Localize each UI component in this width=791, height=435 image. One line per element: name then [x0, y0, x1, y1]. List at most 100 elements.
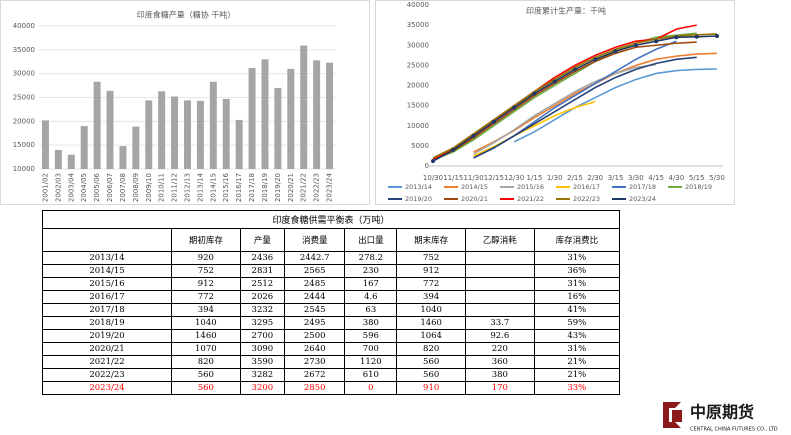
table-cell: 2495 [284, 316, 346, 330]
x-tick-label: 2005/06 [93, 172, 101, 202]
table-cell: 41% [533, 303, 621, 317]
x-tick-label: 2021/22 [300, 173, 308, 202]
production-chart: 印度食糖产量（糖协 千吨） 10000 15000 20000 25000 30000 35… [0, 0, 370, 205]
table-cell: 360 [464, 355, 535, 369]
table-cell: 752 [396, 251, 466, 265]
table-row: 2021/22 820 3590 2730 1120 560 360 21% [42, 355, 621, 369]
table-cell: 0 [344, 381, 398, 395]
table-cell: 920 [171, 251, 241, 265]
table-cell: 2016/17 [42, 290, 172, 304]
table-cell: 2512 [239, 277, 286, 291]
bar [80, 126, 88, 169]
y-tick-label: 10000 [13, 165, 35, 173]
y-tick-label: 5000 [411, 142, 429, 150]
table-cell: 772 [171, 290, 241, 304]
table-cell: 43% [533, 329, 621, 343]
table-cell: 2565 [284, 264, 346, 278]
series-line [473, 56, 697, 159]
x-tick-label: 2016/17 [235, 173, 243, 202]
table-cell: 36% [533, 264, 621, 278]
series-line [432, 33, 718, 159]
table-cell: 2015/16 [42, 277, 172, 291]
y-tick-label: 40000 [13, 22, 35, 30]
y-tick-label: 20000 [13, 117, 35, 125]
y-tick-label: 40000 [407, 1, 429, 9]
bar [93, 81, 101, 169]
table-cell: 2026 [239, 290, 286, 304]
point [451, 147, 456, 152]
table-cell: 31% [533, 342, 621, 356]
table-cell: 2485 [284, 277, 346, 291]
table-cell: 820 [396, 342, 466, 356]
table-cell: 394 [396, 290, 466, 304]
corner [42, 228, 172, 252]
column-header: 出口量 [344, 228, 398, 252]
bar [184, 100, 191, 169]
y-tick-label: 30000 [13, 70, 35, 78]
legend-label: 2015/16 [517, 183, 544, 191]
x-tick-label: 2006/07 [106, 173, 114, 202]
column-header: 乙醇消耗 [464, 228, 535, 252]
table-cell [464, 277, 535, 291]
series-line [473, 63, 657, 155]
y-tick-label: 10000 [407, 122, 429, 130]
table-cell: 560 [171, 368, 241, 382]
bar [326, 62, 334, 169]
table-cell: 2442.7 [284, 251, 346, 265]
table-cell: 380 [464, 368, 535, 382]
point [654, 39, 659, 44]
x-tick-label: 4/15 [648, 174, 664, 182]
bar [41, 120, 49, 169]
point [715, 33, 719, 38]
x-tick-label: 2001/02 [41, 173, 49, 202]
table-cell: 2020/21 [42, 342, 172, 356]
x-tick-label: 10/30 [423, 174, 443, 182]
bar [248, 67, 256, 169]
chart-title: 印度食糖产量（糖协 千吨） [137, 10, 236, 20]
y-tick-label: 35000 [407, 21, 429, 29]
legend-label: 2013/14 [405, 183, 432, 191]
table-cell: 2831 [239, 264, 286, 278]
table-cell: 2023/24 [42, 381, 172, 395]
point [512, 105, 517, 110]
table-cell: 21% [533, 368, 621, 382]
table-cell: 394 [171, 303, 241, 317]
x-tick-label: 12/15 [484, 174, 504, 182]
point [491, 119, 496, 124]
y-tick-label: 20000 [407, 82, 429, 90]
table-cell: 3200 [239, 381, 286, 395]
x-tick-label: 12/30 [504, 174, 524, 182]
bar [145, 100, 153, 169]
series-line [432, 35, 718, 162]
bar [287, 68, 295, 169]
legend-label: 2017/18 [629, 183, 656, 191]
bar [132, 126, 140, 169]
table-cell: 4.6 [344, 290, 398, 304]
table-cell: 912 [396, 264, 466, 278]
bar [54, 149, 62, 169]
legend-label: 2022/23 [573, 195, 600, 203]
table-cell: 2672 [284, 368, 346, 382]
point [431, 159, 435, 164]
x-tick-label: 2007/08 [119, 173, 127, 202]
table-cell: 2022/23 [42, 368, 172, 382]
table-row: 2018/19 1040 3295 2495 380 1460 33.7 59% [42, 316, 621, 330]
bar [222, 98, 230, 169]
x-tick-label: 2010/11 [158, 173, 166, 202]
table-cell: 1064 [396, 329, 466, 343]
point [674, 35, 679, 40]
column-header: 期初库存 [171, 228, 241, 252]
x-tick-label: 2/15 [567, 174, 583, 182]
logo-name: 中原期货 [690, 403, 754, 422]
table-cell: 3590 [239, 355, 286, 369]
x-tick-label: 2004/05 [80, 173, 88, 202]
table-cell: 610 [344, 368, 398, 382]
point [633, 43, 638, 48]
legend-label: 2023/24 [629, 195, 656, 203]
bar [67, 154, 75, 169]
table-row: 2020/21 1070 3090 2640 700 820 220 31% [42, 342, 621, 356]
table-cell: 92.6 [464, 329, 535, 343]
table-cell: 912 [171, 277, 241, 291]
table-cell: 278.2 [344, 251, 398, 265]
table-cell: 31% [533, 251, 621, 265]
